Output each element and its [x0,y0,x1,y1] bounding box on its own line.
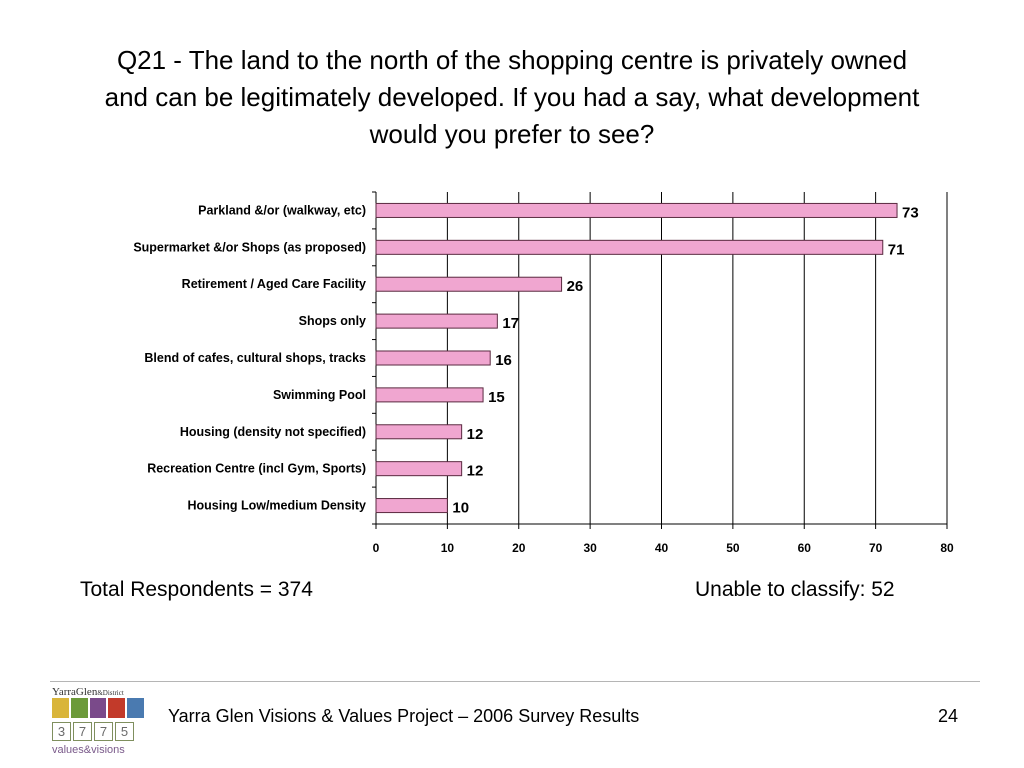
page-number: 24 [938,706,959,726]
slide-title: Q21 - The land to the north of the shopp… [40,42,984,153]
bar [375,461,463,477]
data-label: 73 [902,204,919,221]
bar [375,350,491,366]
logo-tagline: values&visions [52,744,125,756]
x-tick-label: 80 [940,541,954,555]
category-label: Swimming Pool [273,388,366,402]
bar [375,498,448,514]
logo-digit: 3 [52,722,71,741]
category-label: Blend of cafes, cultural shops, tracks [144,351,366,365]
x-tick-label: 60 [798,541,812,555]
title-line-1: Q21 - The land to the north of the shopp… [116,45,908,75]
logo-icon-1 [52,698,69,718]
x-tick-label: 40 [655,541,669,555]
data-label: 15 [488,389,505,406]
x-tick-label: 0 [373,541,380,555]
data-label: 26 [567,278,584,295]
data-label: 16 [495,352,512,369]
data-label: 17 [502,315,519,332]
data-label: 12 [467,426,484,443]
category-label: Housing Low/medium Density [188,499,367,513]
logo-digit: 5 [115,722,134,741]
logo-icon-5 [127,698,144,718]
bar [375,387,484,403]
category-label: Supermarket &/or Shops (as proposed) [133,240,366,254]
logo-digit: 7 [94,722,113,741]
logo-icon-strip [52,698,144,718]
logo-digit: 7 [73,722,92,741]
bar [375,424,463,440]
x-tick-label: 20 [512,541,526,555]
unable-to-classify: Unable to classify: 52 [695,578,895,601]
category-label: Retirement / Aged Care Facility [182,277,366,291]
data-label: 71 [888,241,905,258]
logo-icon-3 [89,698,107,718]
title-line-3: would you prefer to see? [369,119,655,149]
data-label: 10 [452,500,469,517]
logo-name: YarraGlen&District [52,686,124,698]
x-tick-label: 30 [583,541,597,555]
logo-icon-4 [108,698,126,718]
title-line-2: and can be legitimately developed. If yo… [104,82,920,112]
bar-chart: 0 10 20 30 40 50 60 70 80 Parkland &/or (walkway,… [133,191,954,555]
bar [375,202,898,218]
logo-icon-2 [70,698,88,718]
category-label: Shops only [299,314,366,328]
category-label: Housing (density not specified) [180,425,366,439]
category-label: Recreation Centre (incl Gym, Sports) [147,462,366,476]
footer-title: Yarra Glen Visions & Values Project – 20… [168,706,640,726]
bar [375,239,884,255]
yarra-glen-logo: YarraGlen&District 3 7 7 5 values&vision… [50,686,162,762]
data-label: 12 [467,463,484,480]
x-tick-label: 50 [726,541,740,555]
x-tick-label: 70 [869,541,883,555]
bar [375,313,498,329]
x-tick-label: 10 [441,541,455,555]
footer-divider [50,681,980,682]
bar [375,276,563,292]
category-label: Parkland &/or (walkway, etc) [198,203,366,217]
total-respondents: Total Respondents = 374 [80,578,313,601]
logo-postcode: 3 7 7 5 [52,722,134,741]
